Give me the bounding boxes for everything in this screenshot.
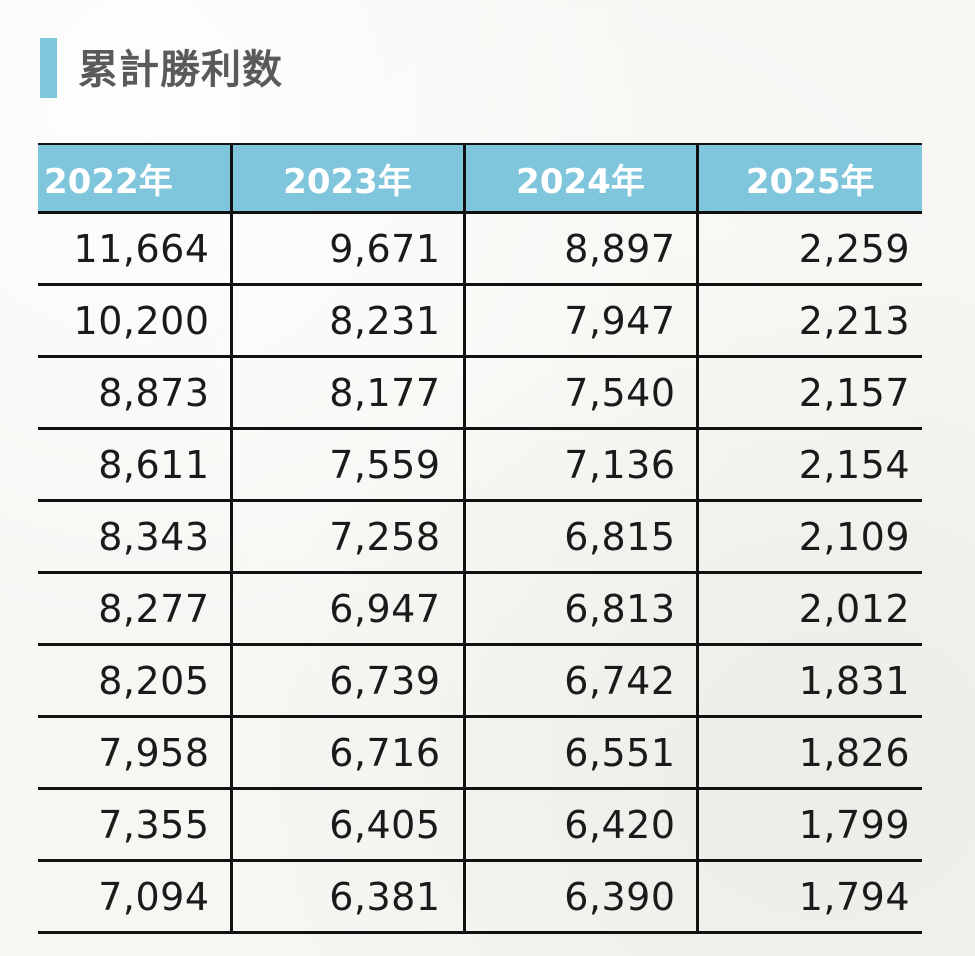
table-cell: 1,826 [695,716,922,790]
table-cell: 7,136 [462,428,697,502]
column-header-2023: 2023年 [229,143,464,214]
table-cell: 6,742 [462,644,697,718]
table-row: 8,611 7,559 7,136 2,154 [38,428,922,502]
table-cell: 7,559 [229,428,464,502]
table-cell: 8,205 [38,644,231,718]
table-cell: 6,390 [462,860,697,934]
table-cell: 11,664 [38,212,231,286]
table-cell: 8,873 [38,356,231,430]
table-cell: 8,897 [462,212,697,286]
table-cell: 6,947 [229,572,464,646]
table-cell: 2,259 [695,212,922,286]
column-header-2025: 2025年 [695,143,922,214]
table-cell: 7,947 [462,284,697,358]
table-cell: 8,177 [229,356,464,430]
table-cell: 6,813 [462,572,697,646]
table-row: 7,355 6,405 6,420 1,799 [38,788,922,862]
table-row: 8,873 8,177 7,540 2,157 [38,356,922,430]
table-row: 8,277 6,947 6,813 2,012 [38,572,922,646]
table-cell: 8,343 [38,500,231,574]
table-cell: 8,277 [38,572,231,646]
table-cell: 8,611 [38,428,231,502]
table-cell: 2,157 [695,356,922,430]
column-header-2024: 2024年 [462,143,697,214]
table-cell: 2,213 [695,284,922,358]
table-row: 7,094 6,381 6,390 1,794 [38,860,922,934]
table-cell: 1,831 [695,644,922,718]
column-header-2022: 2022年 [38,143,231,214]
table-cell: 7,958 [38,716,231,790]
table-row: 11,664 9,671 8,897 2,259 [38,212,922,286]
table-cell: 6,405 [229,788,464,862]
table-header: 2022年 2023年 2024年 2025年 [38,143,922,214]
table-cell: 1,794 [695,860,922,934]
table-cell: 10,200 [38,284,231,358]
table-row: 8,343 7,258 6,815 2,109 [38,500,922,574]
table-row: 7,958 6,716 6,551 1,826 [38,716,922,790]
table-cell: 7,355 [38,788,231,862]
table-cell: 7,540 [462,356,697,430]
table-cell: 8,231 [229,284,464,358]
table-cell: 7,258 [229,500,464,574]
table-cell: 2,109 [695,500,922,574]
table-cell: 2,154 [695,428,922,502]
table-cell: 1,799 [695,788,922,862]
table-cell: 6,739 [229,644,464,718]
page-title: 累計勝利数 [78,46,283,93]
table-row: 10,200 8,231 7,947 2,213 [38,284,922,358]
header-row: 2022年 2023年 2024年 2025年 [38,143,922,214]
table-cell: 6,551 [462,716,697,790]
table-cell: 2,012 [695,572,922,646]
table-cell: 6,815 [462,500,697,574]
title-accent-bar [40,38,57,98]
wins-table: 2022年 2023年 2024年 2025年 11,664 9,671 8,8… [38,143,922,934]
table-cell: 6,381 [229,860,464,934]
table-body: 11,664 9,671 8,897 2,259 10,200 8,231 7,… [38,212,922,934]
table-row: 8,205 6,739 6,742 1,831 [38,644,922,718]
table-cell: 6,420 [462,788,697,862]
table-cell: 6,716 [229,716,464,790]
table-cell: 9,671 [229,212,464,286]
table-cell: 7,094 [38,860,231,934]
